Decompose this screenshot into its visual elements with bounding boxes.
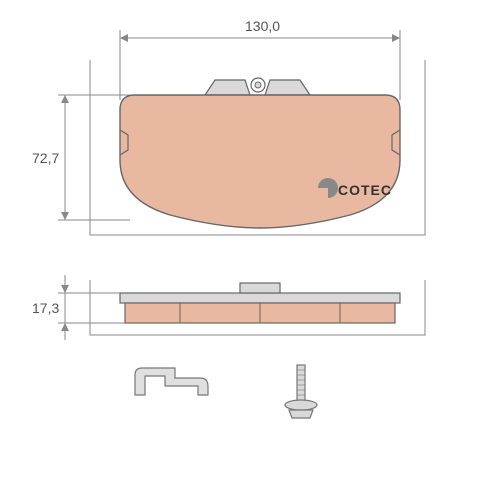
width-dimension-label: 130,0 — [245, 18, 280, 34]
thickness-dimension-label: 17,3 — [32, 300, 59, 316]
hardware-clip — [135, 368, 208, 395]
brake-pad-face — [120, 78, 400, 228]
brand-text: COTEC — [338, 182, 392, 198]
diagram-canvas — [0, 0, 500, 500]
height-dimension-label: 72,7 — [32, 150, 59, 166]
hardware-bolt — [285, 365, 317, 418]
brake-pad-side — [120, 283, 400, 323]
